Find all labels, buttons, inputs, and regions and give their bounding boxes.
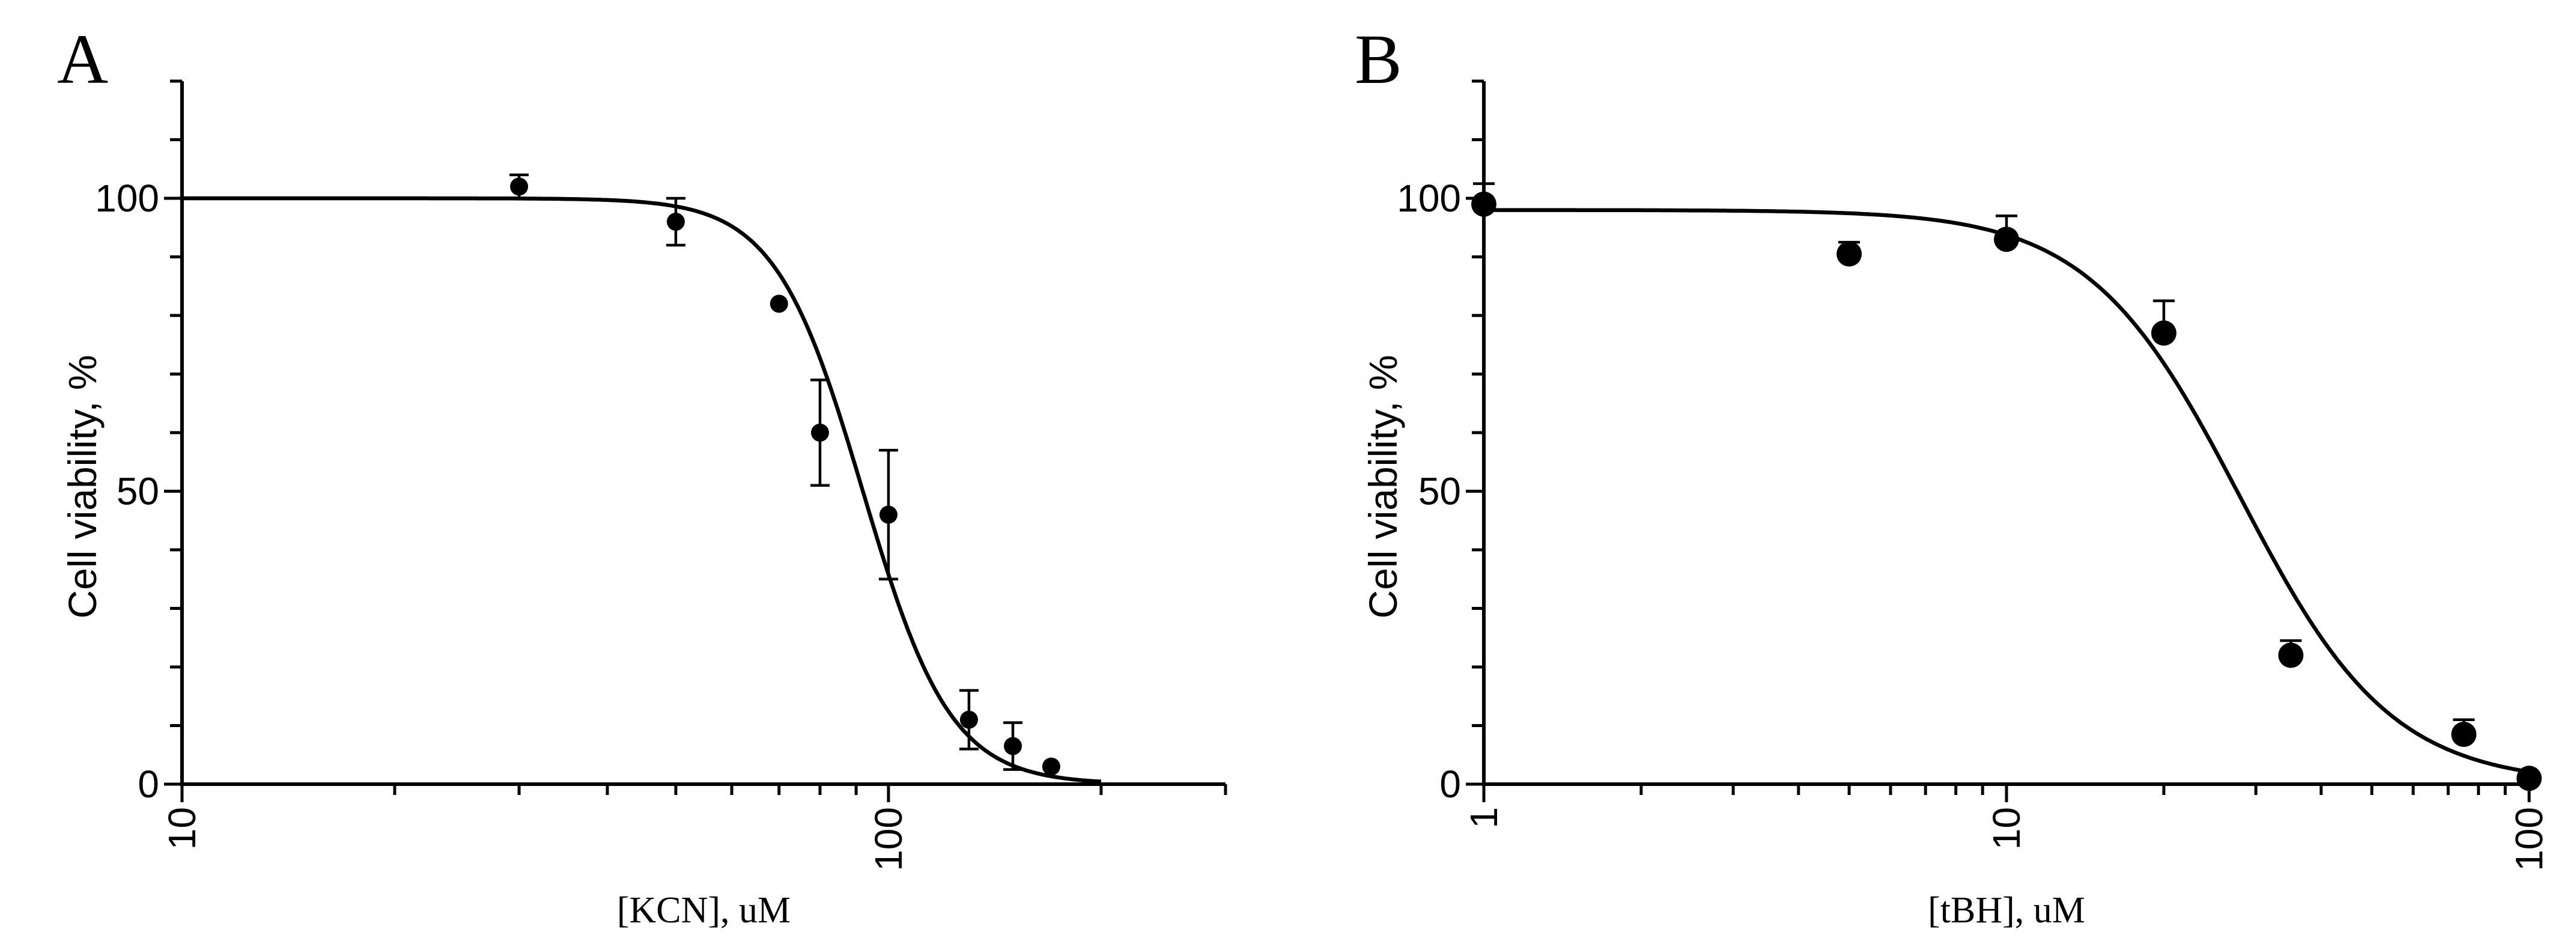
x-tick-label: 10 bbox=[160, 807, 204, 850]
x-tick-label: 100 bbox=[2508, 807, 2551, 871]
panel-b-label: B bbox=[1355, 20, 1402, 99]
y-tick-label: 50 bbox=[1418, 470, 1461, 513]
y-axis-title: Cell viability, % bbox=[60, 355, 105, 619]
data-point bbox=[1994, 227, 2019, 252]
data-point bbox=[510, 177, 529, 196]
data-point bbox=[959, 710, 978, 729]
data-point bbox=[2151, 320, 2177, 346]
data-point bbox=[2451, 722, 2477, 748]
fit-curve bbox=[1484, 208, 2530, 774]
x-tick-label: 1 bbox=[1462, 807, 1505, 829]
data-point bbox=[879, 505, 898, 524]
data-point bbox=[770, 294, 788, 313]
panel-a-chart: A 0 50 100 10 100 Cell viability, % [KCN], uM bbox=[57, 20, 1227, 931]
data-point bbox=[1836, 241, 1862, 267]
y-tick-label: 100 bbox=[95, 177, 159, 220]
x-axis-title: [KCN], uM bbox=[617, 890, 791, 931]
y-tick-label: 100 bbox=[1397, 177, 1461, 220]
data-point bbox=[2278, 642, 2304, 668]
data-point bbox=[1471, 191, 1496, 217]
panel-a-label: A bbox=[57, 20, 108, 99]
y-tick-label: 0 bbox=[1439, 763, 1461, 806]
x-axis-title: [tBH], uM bbox=[1928, 890, 2085, 931]
y-tick-label: 0 bbox=[138, 763, 159, 806]
data-point bbox=[2517, 766, 2542, 791]
data-point bbox=[1004, 737, 1022, 755]
fit-curve bbox=[182, 196, 1102, 784]
y-axis-title: Cell viability, % bbox=[1361, 355, 1405, 619]
y-tick-label: 50 bbox=[117, 470, 159, 513]
x-tick-label: 100 bbox=[867, 807, 910, 871]
data-point bbox=[1042, 757, 1060, 776]
data-point bbox=[810, 424, 829, 442]
x-tick-label: 10 bbox=[1985, 807, 2028, 850]
panel-b-chart: B 0 50 100 1 10 100 Cell viability, % [tBH], uM bbox=[1355, 20, 2551, 931]
data-point bbox=[666, 213, 685, 231]
